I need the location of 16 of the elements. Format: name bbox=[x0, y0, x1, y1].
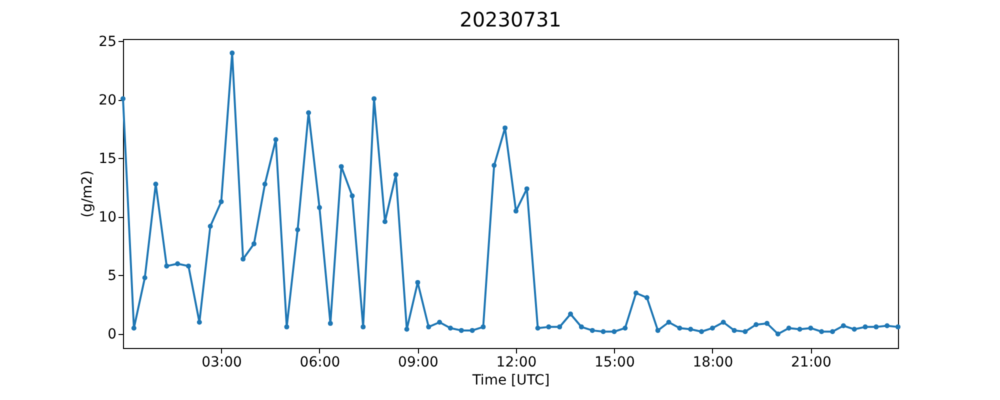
x-tick-label: 12:00 bbox=[496, 354, 537, 370]
y-tick-label: 5 bbox=[108, 268, 116, 284]
y-tick-label: 20 bbox=[98, 92, 116, 108]
x-tick-label: 03:00 bbox=[202, 354, 242, 370]
y-tick-label: 10 bbox=[98, 209, 116, 226]
chart-title: 20230731 bbox=[460, 7, 562, 32]
y-tick-label: 0 bbox=[108, 326, 116, 342]
y-axis-title: (g/m2) bbox=[80, 170, 96, 218]
x-tick-label: 18:00 bbox=[692, 354, 734, 370]
x-axis-title: Time [UTC] bbox=[471, 372, 550, 388]
x-tick-label: 06:00 bbox=[300, 354, 340, 370]
x-tick-label: 21:00 bbox=[790, 354, 832, 370]
x-tick-label: 15:00 bbox=[594, 354, 635, 370]
y-tick-label: 15 bbox=[98, 150, 116, 167]
y-tick-label: 25 bbox=[98, 34, 116, 50]
x-tick-label: 09:00 bbox=[398, 354, 438, 370]
